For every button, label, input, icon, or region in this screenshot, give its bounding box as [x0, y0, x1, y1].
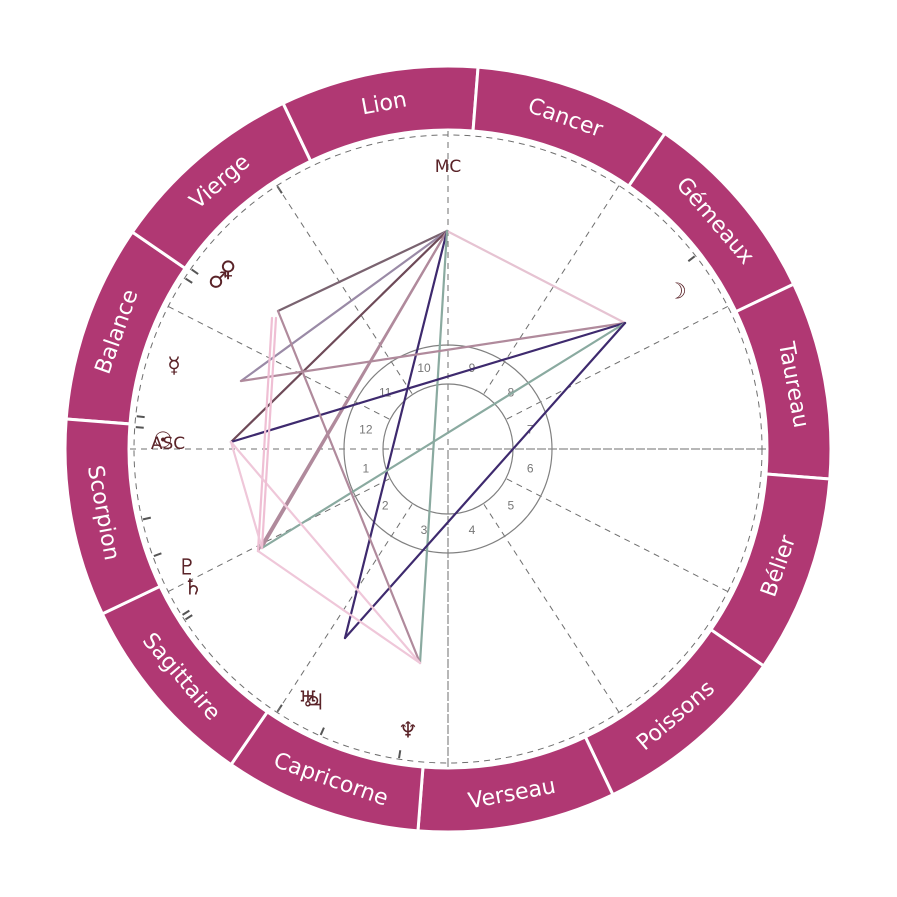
aspect-line: [418, 229, 449, 665]
house-cusp-line: [276, 185, 414, 395]
mercury-icon: ☿: [167, 354, 181, 379]
sign-segment-scorpion: [63, 417, 163, 616]
degree-tick: [135, 426, 144, 429]
jupiter-icon: ♃: [305, 691, 325, 716]
angle-labels: MC ASC: [151, 157, 461, 454]
house-cusp-line: [276, 503, 414, 713]
pluto-icon: ♇: [177, 556, 197, 581]
degree-tick: [142, 516, 152, 521]
house-cusp-line: [167, 478, 391, 592]
aspect-line: [276, 309, 422, 665]
degree-tick: [184, 277, 193, 284]
house-number: 4: [469, 523, 476, 537]
aspect-line: [260, 229, 449, 550]
mars-icon: ♂: [208, 269, 228, 294]
house-cusp-line: [482, 503, 620, 713]
aspect-line: [239, 321, 627, 383]
aspect-line: [260, 321, 627, 550]
degree-tick: [153, 552, 162, 557]
house-number: 9: [469, 361, 476, 375]
house-cusp-line: [167, 306, 391, 420]
house-number: 2: [382, 499, 389, 513]
venus-icon: ♀: [220, 258, 236, 283]
sun-icon: ☉: [153, 429, 173, 454]
mc-label: MC: [435, 157, 462, 177]
aspect-line: [343, 229, 449, 640]
asc-label: ASC: [151, 434, 185, 454]
house-number: 1: [362, 462, 369, 476]
house-cusp-line: [505, 478, 729, 592]
aspect-line: [276, 229, 449, 313]
aspect-line: [229, 440, 422, 665]
aspect-line: [256, 316, 274, 553]
moon-icon: ☽: [667, 280, 687, 305]
degree-tick: [184, 614, 193, 621]
degree-tick: [191, 268, 199, 275]
house-cusp-lines: [130, 131, 766, 767]
house-number: 3: [421, 523, 428, 537]
aspect-line: [239, 229, 449, 383]
aspect-lines: [229, 229, 627, 665]
neptune-icon: ♆: [398, 719, 418, 744]
house-number: 6: [527, 462, 534, 476]
planet-glyphs: ☉ ☽ ☿ ♀♂ ♇♄ ♅♃ ♆: [153, 258, 687, 744]
aspect-line: [343, 321, 627, 640]
house-outer-circle: [343, 344, 553, 554]
degree-tick: [687, 255, 696, 263]
house-number: 12: [359, 422, 373, 436]
degree-tick: [319, 727, 325, 736]
degree-tick: [398, 750, 402, 759]
aspect-line: [229, 440, 264, 550]
house-cusp-line: [482, 185, 620, 395]
house-number: 10: [417, 361, 431, 375]
degree-tick: [136, 415, 145, 419]
aspect-line: [445, 229, 627, 325]
aspect-line: [229, 321, 627, 444]
uranus-icon: ♅: [298, 688, 318, 713]
saturn-icon: ♄: [183, 576, 203, 601]
house-number: 5: [507, 499, 514, 513]
aspect-line: [260, 316, 278, 550]
house-cusp-line: [505, 306, 729, 420]
degree-tick: [182, 609, 190, 616]
aspect-line: [256, 549, 422, 665]
